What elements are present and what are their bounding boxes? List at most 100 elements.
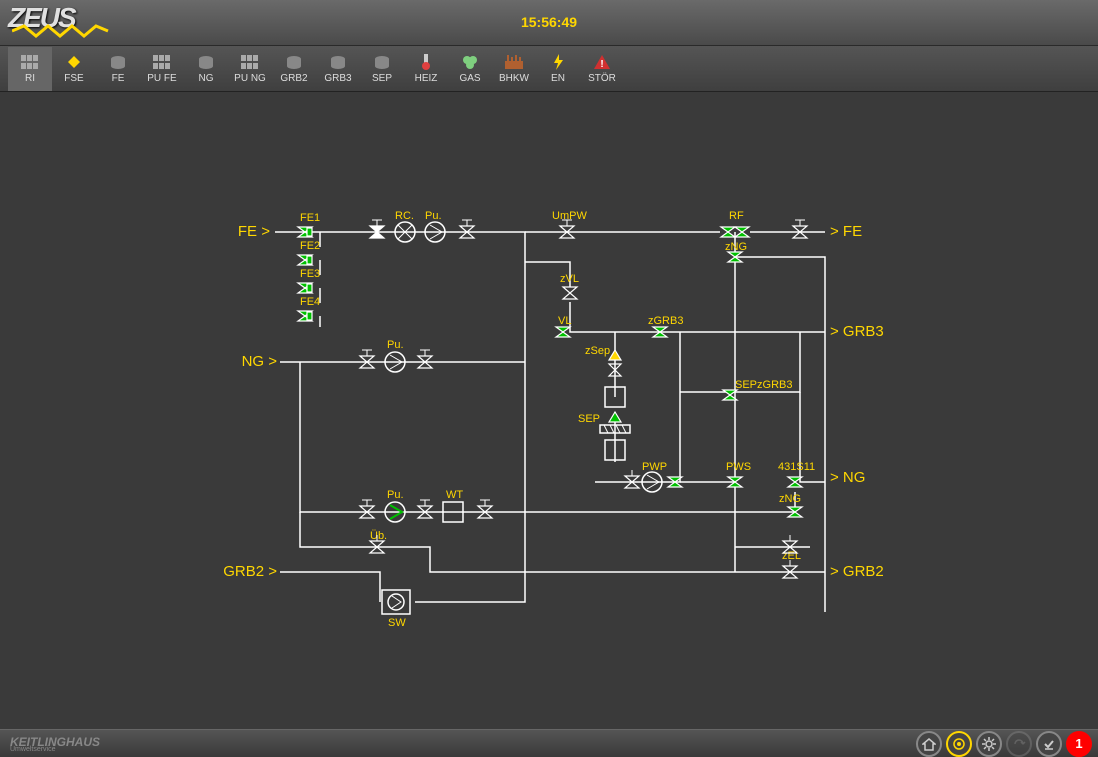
svg-text:zVL: zVL (560, 273, 579, 285)
header: ZEUS 15:56:49 (0, 0, 1098, 46)
valve-zng2[interactable]: zNG (779, 493, 802, 517)
valve-431s11[interactable]: 431S11 (778, 461, 815, 487)
valve-fe1[interactable]: FE1 (298, 212, 320, 237)
valve-umpw[interactable]: UmPW (552, 210, 587, 238)
nav-label: NG (199, 73, 214, 84)
process-diagram: FE > NG > GRB2 > > FE > GRB3 > NG > GRB2… (0, 92, 1098, 729)
valve-pu3-in[interactable] (360, 500, 374, 518)
valve-ng-in[interactable] (360, 350, 374, 368)
svg-text:zGRB3: zGRB3 (648, 315, 683, 327)
nav-bar: RI FSE FE PU FE NG PU NG GRB2 GRB3 SEP H… (0, 46, 1098, 92)
nav-label: HEIZ (415, 73, 438, 84)
nav-pufe[interactable]: PU FE (140, 47, 184, 91)
svg-text:RF: RF (729, 210, 744, 222)
nav-fe[interactable]: FE (96, 47, 140, 91)
valve-fe4[interactable]: FE4 (298, 296, 320, 321)
svg-text:431S11: 431S11 (778, 461, 815, 473)
nav-label: RI (25, 73, 35, 84)
logo-wave-icon (12, 24, 112, 38)
svg-text:Pu.: Pu. (425, 210, 442, 222)
valve-out-fe[interactable] (793, 220, 807, 238)
svg-text:VL: VL (558, 315, 571, 327)
nav-sep[interactable]: SEP (360, 47, 404, 91)
valve-pwp-in[interactable] (625, 470, 639, 488)
output-ng: > NG (830, 469, 865, 486)
home-button[interactable] (916, 731, 942, 757)
input-ng: NG > (242, 353, 278, 370)
svg-text:FE2: FE2 (300, 240, 320, 252)
footer-brand: KEITLINGHAUS Umweltservice (10, 735, 100, 753)
pump-pwp[interactable]: PWP (642, 461, 667, 492)
valve-fe2[interactable]: FE2 (298, 240, 320, 265)
valve-pu3-out[interactable] (418, 500, 432, 518)
svg-text:zNG: zNG (725, 241, 747, 253)
valve-pu1-out[interactable] (460, 220, 474, 238)
svg-text:zNG: zNG (779, 493, 801, 505)
valve-wt-out[interactable] (478, 500, 492, 518)
nav-label: BHKW (499, 73, 529, 84)
svg-text:SW: SW (388, 617, 406, 629)
svg-text:FE4: FE4 (300, 296, 320, 308)
pump-rc[interactable]: RC. (395, 210, 415, 242)
svg-text:!: ! (600, 59, 603, 69)
nav-label: PU NG (234, 73, 266, 84)
clock: 15:56:49 (521, 14, 577, 30)
svg-text:PWP: PWP (642, 461, 667, 473)
output-grb3: > GRB3 (830, 323, 884, 340)
pump-pu1[interactable]: Pu. (425, 210, 445, 242)
valve-fe3[interactable]: FE3 (298, 268, 320, 293)
svg-text:PWS: PWS (726, 461, 751, 473)
settings-button[interactable] (976, 731, 1002, 757)
sync-button[interactable] (1006, 731, 1032, 757)
nav-label: GRB3 (324, 73, 351, 84)
nav-label: SEP (372, 73, 392, 84)
nav-label: FE (112, 73, 125, 84)
pump-sw[interactable]: SW (382, 590, 410, 629)
pump-pu3[interactable]: Pu. (385, 489, 405, 522)
alarm-badge[interactable]: 1 (1066, 731, 1092, 757)
nav-heiz[interactable]: HEIZ (404, 47, 448, 91)
wt-box[interactable]: WT (443, 489, 463, 522)
valve-vl[interactable]: VL (556, 315, 571, 337)
svg-text:FE3: FE3 (300, 268, 320, 280)
svg-text:Üb.: Üb. (370, 530, 387, 542)
nav-label: FSE (64, 73, 83, 84)
label-sep: SEP (578, 413, 600, 425)
nav-stoer[interactable]: ! STÖR (580, 47, 624, 91)
check-button[interactable] (1036, 731, 1062, 757)
valve-ub[interactable]: Üb. (370, 530, 387, 553)
input-fe: FE > (238, 223, 270, 240)
footer: KEITLINGHAUS Umweltservice 1 (0, 729, 1098, 757)
nav-label: STÖR (588, 73, 616, 84)
nav-fse[interactable]: FSE (52, 47, 96, 91)
nav-label: GRB2 (280, 73, 307, 84)
svg-text:zSep: zSep (585, 345, 610, 357)
nav-ri[interactable]: RI (8, 47, 52, 91)
svg-text:WT: WT (446, 489, 463, 501)
svg-text:Pu.: Pu. (387, 489, 404, 501)
output-fe: > FE (830, 223, 862, 240)
nav-gas[interactable]: GAS (448, 47, 492, 91)
valve-sep[interactable] (609, 412, 621, 422)
valve-sepzgrb3[interactable]: SEPzGRB3 (723, 379, 792, 400)
svg-text:SEPzGRB3: SEPzGRB3 (735, 379, 792, 391)
svg-text:FE1: FE1 (300, 212, 320, 224)
nav-pung[interactable]: PU NG (228, 47, 272, 91)
nav-grb2[interactable]: GRB2 (272, 47, 316, 91)
valve-pws[interactable]: PWS (726, 461, 751, 487)
nav-label: EN (551, 73, 565, 84)
valve-fe-inlet[interactable] (370, 220, 384, 238)
input-grb2: GRB2 > (223, 563, 277, 580)
nav-bhkw[interactable]: BHKW (492, 47, 536, 91)
nav-en[interactable]: EN (536, 47, 580, 91)
nav-grb3[interactable]: GRB3 (316, 47, 360, 91)
nav-ng[interactable]: NG (184, 47, 228, 91)
pump-pu2[interactable]: Pu. (385, 339, 405, 372)
nav-label: PU FE (147, 73, 176, 84)
valve-ng-out[interactable] (418, 350, 432, 368)
valve-zgrb3[interactable]: zGRB3 (648, 315, 683, 337)
svg-text:RC.: RC. (395, 210, 414, 222)
valve-zel[interactable]: zEL (782, 550, 801, 578)
valve-zng[interactable]: zNG (725, 241, 747, 262)
target-button[interactable] (946, 731, 972, 757)
